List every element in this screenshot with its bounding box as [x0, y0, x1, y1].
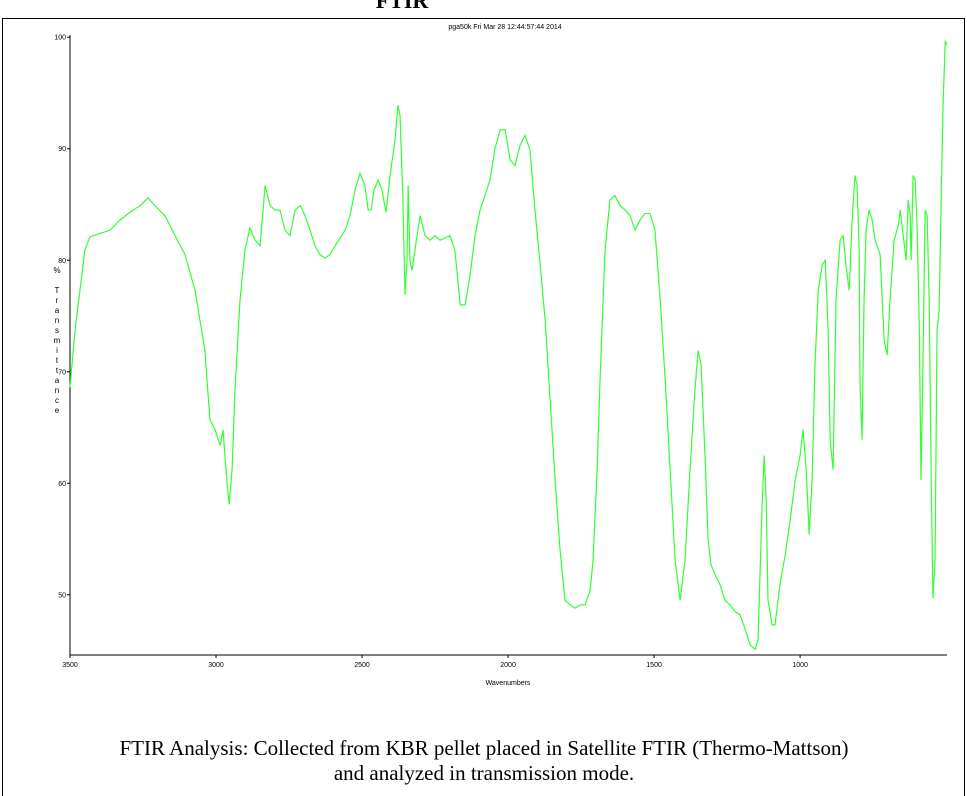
chart-title: pga50k Fri Mar 28 12:44:57:44 2014: [448, 24, 561, 31]
y-tick-label: 50: [58, 592, 66, 599]
x-tick-label: 3000: [208, 662, 224, 669]
y-tick-label: 80: [58, 258, 66, 265]
caption-line: and analyzed in transmission mode.: [334, 761, 634, 785]
y-tick-label: 100: [54, 35, 66, 42]
y-tick-label: 70: [58, 369, 66, 376]
x-tick-label: 3500: [62, 662, 78, 669]
x-tick-label: 2500: [354, 662, 370, 669]
x-tick-label: 1000: [792, 662, 808, 669]
y-tick-label: 90: [58, 146, 66, 153]
x-axis-label: Wavenumbers: [486, 680, 531, 687]
x-tick-label: 2000: [500, 662, 516, 669]
frame: [2, 18, 965, 796]
top-title: FTIR: [376, 0, 430, 13]
y-axis-label: % Transmittance: [53, 266, 62, 416]
y-tick-label: 60: [58, 481, 66, 488]
caption-line: FTIR Analysis: Collected from KBR pellet…: [119, 736, 848, 760]
x-tick-label: 1500: [646, 662, 662, 669]
spectrum-line: [69, 40, 948, 651]
